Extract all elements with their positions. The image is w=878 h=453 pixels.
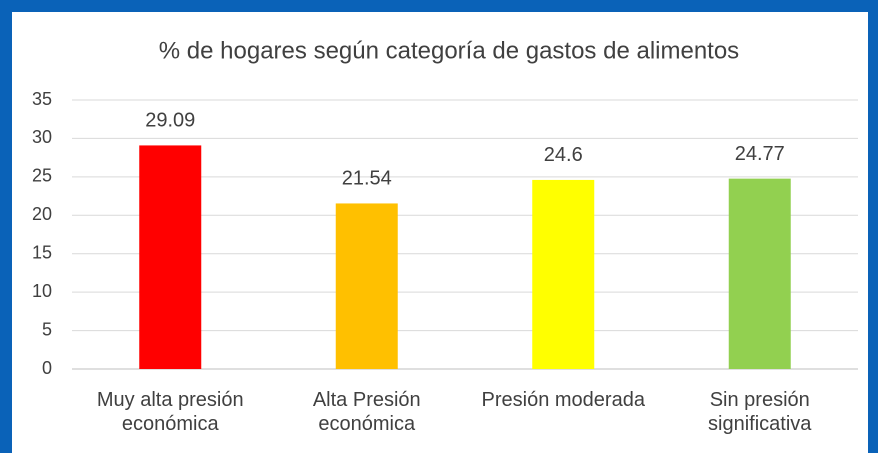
x-tick-label: Sin presión significativa [708, 389, 812, 435]
y-tick-label: 5 [42, 319, 52, 339]
y-tick-label: 15 [32, 242, 52, 262]
bar [335, 203, 398, 369]
y-tick-label: 30 [32, 127, 52, 147]
data-label: 24.6 [544, 144, 583, 166]
x-tick-label: Alta Presión económica [312, 389, 421, 435]
y-tick-label: 20 [32, 204, 52, 224]
y-tick-label: 0 [42, 358, 52, 378]
data-label: 24.77 [735, 143, 785, 165]
data-label: 29.09 [145, 110, 195, 132]
chart-title: % de hogares según categoría de gastos d… [159, 37, 739, 64]
x-tick-label: Muy alta presión económica [96, 389, 244, 435]
data-label: 21.54 [342, 168, 392, 190]
y-tick-label: 10 [32, 281, 52, 301]
bar [139, 145, 202, 369]
x-tick-label: Presión moderada [481, 389, 645, 411]
bar [728, 178, 791, 369]
y-tick-label: 25 [32, 166, 52, 186]
y-tick-label: 35 [32, 89, 52, 109]
bar [532, 179, 595, 369]
